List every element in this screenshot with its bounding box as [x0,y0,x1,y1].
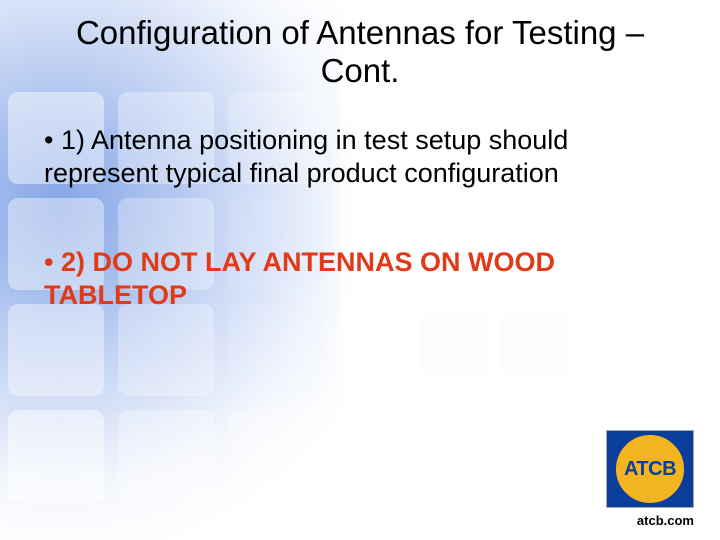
bg-square [118,410,214,502]
bullet-item-emphasis: • 2) DO NOT LAY ANTENNAS ON WOOD TABLETO… [44,246,676,312]
atcb-logo-text: ATCB [616,435,684,503]
bullet-item: • 1) Antenna positioning in test setup s… [44,124,676,190]
atcb-logo: ATCB [606,430,694,508]
bg-square [338,410,434,502]
bg-square [228,410,324,502]
footer-url: atcb.com [637,513,694,528]
slide-title: Configuration of Antennas for Testing – … [54,14,666,90]
bg-square [420,310,490,376]
slide-content: Configuration of Antennas for Testing – … [0,0,720,312]
bg-square [500,310,570,376]
bg-square [8,410,104,502]
bg-square [448,410,544,502]
bg-square [228,304,324,396]
bg-square [8,304,104,396]
bg-square [118,304,214,396]
